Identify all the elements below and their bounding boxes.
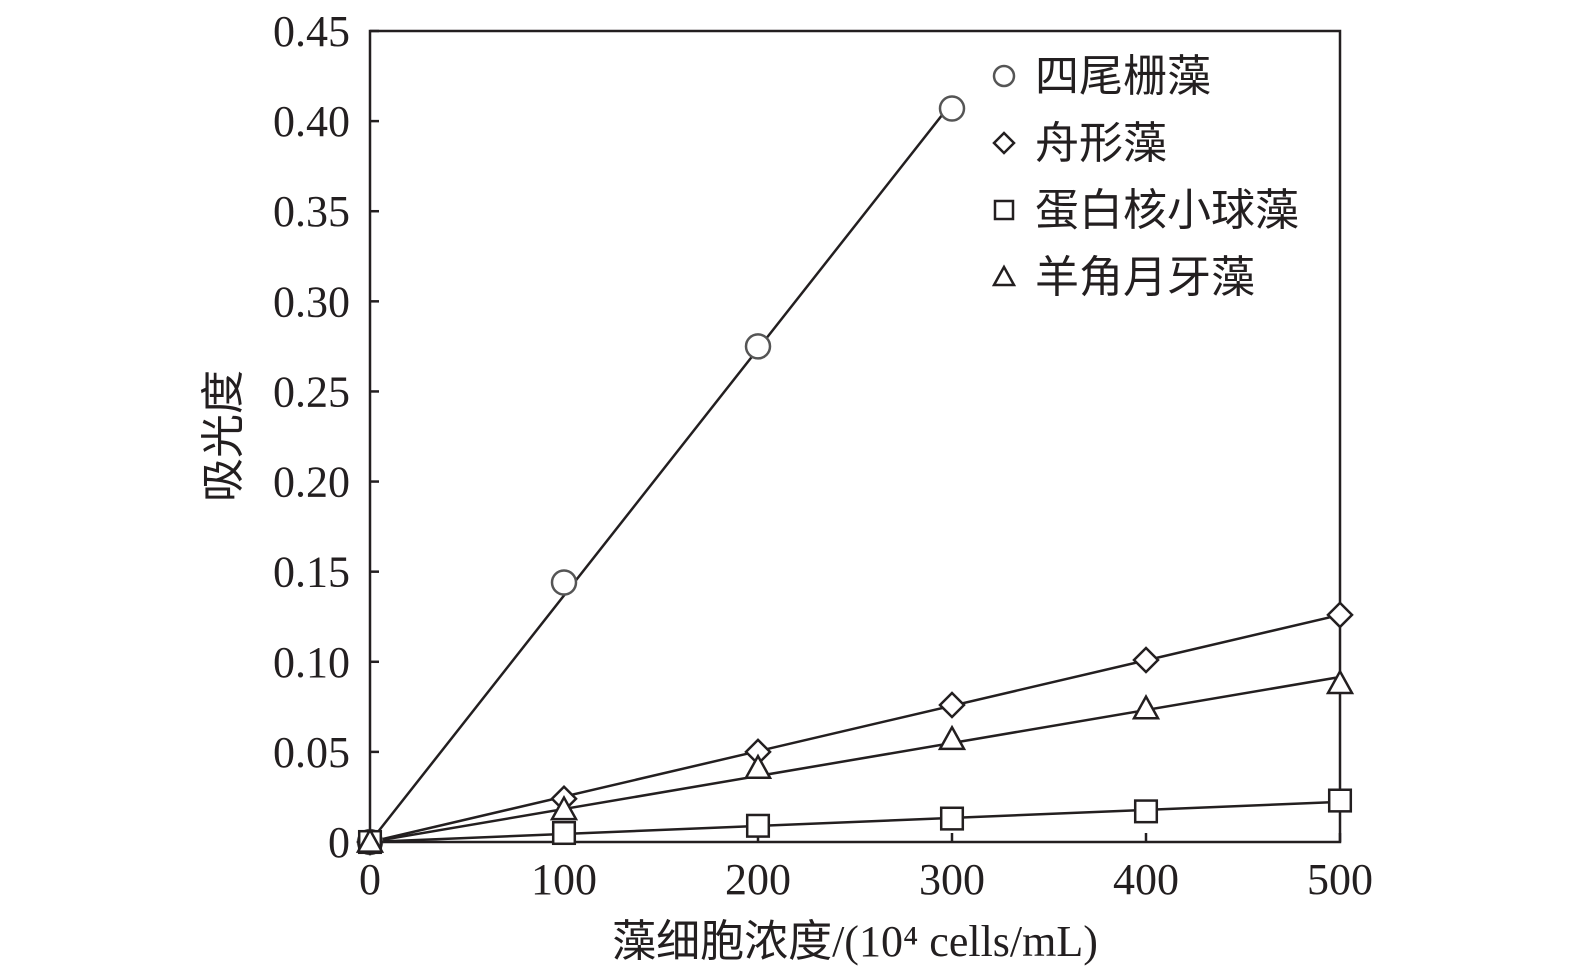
square-marker xyxy=(1327,788,1353,813)
x-axis-title: 藻细胞浓度/(10⁴ cells/mL) xyxy=(612,917,1098,966)
x-tick-label: 300 xyxy=(919,855,985,904)
y-tick-label: 0.30 xyxy=(273,277,350,326)
y-axis-title: 吸光度 xyxy=(199,370,248,502)
fit-line xyxy=(369,800,1341,844)
circle-marker xyxy=(938,95,966,122)
x-tick-label: 500 xyxy=(1307,855,1373,904)
square-marker xyxy=(745,813,771,838)
y-tick-label: 0.20 xyxy=(273,458,350,507)
triangle-marker xyxy=(355,827,385,853)
y-tick-label: 0 xyxy=(328,818,350,867)
data-markers xyxy=(355,95,1355,856)
y-tick-label: 0.25 xyxy=(273,367,350,416)
diamond-marker xyxy=(1326,601,1354,629)
legend-square-marker xyxy=(993,199,1015,221)
x-tick-label: 100 xyxy=(531,855,597,904)
circle-marker xyxy=(744,333,772,360)
y-tick-label: 0.15 xyxy=(273,548,350,597)
y-tick-label: 0.10 xyxy=(273,638,350,687)
legend-label: 蛋白核小球藻 xyxy=(1035,186,1299,235)
diamond-marker xyxy=(938,691,966,719)
legend-label: 舟形藻 xyxy=(1035,119,1167,168)
legend-label: 四尾栅藻 xyxy=(1035,52,1211,101)
axis-ticks: 0 100 200 300 400 500 0 0.05 0.10 0.15 0.20 0.25 0.3… xyxy=(273,7,1373,904)
y-tick-label: 0.35 xyxy=(273,187,350,236)
legend-diamond-marker xyxy=(992,131,1016,155)
triangle-marker xyxy=(1325,668,1355,695)
fit-line xyxy=(369,675,1341,844)
triangle-marker xyxy=(1131,694,1161,720)
legend-circle-marker xyxy=(992,64,1016,88)
fit-line xyxy=(369,613,1341,844)
circle-marker xyxy=(550,569,578,596)
triangle-marker xyxy=(937,724,967,751)
triangle-marker xyxy=(549,794,579,821)
square-marker xyxy=(1133,799,1159,824)
fit-lines xyxy=(369,101,1341,844)
y-tick-label: 0.45 xyxy=(273,7,350,56)
square-marker xyxy=(939,806,965,831)
y-tick-label: 0.05 xyxy=(273,728,350,777)
square-marker xyxy=(551,820,577,846)
y-tick-label: 0.40 xyxy=(273,97,350,146)
legend-triangle-marker xyxy=(991,264,1017,287)
x-tick-label: 400 xyxy=(1113,855,1179,904)
x-tick-label: 200 xyxy=(725,855,791,904)
x-tick-label: 0 xyxy=(359,855,381,904)
fit-line xyxy=(369,101,953,843)
diamond-marker xyxy=(1132,646,1160,674)
triangle-marker xyxy=(743,753,773,779)
legend-label: 羊角月牙藻 xyxy=(1035,253,1255,302)
plot-frame xyxy=(368,29,1342,844)
